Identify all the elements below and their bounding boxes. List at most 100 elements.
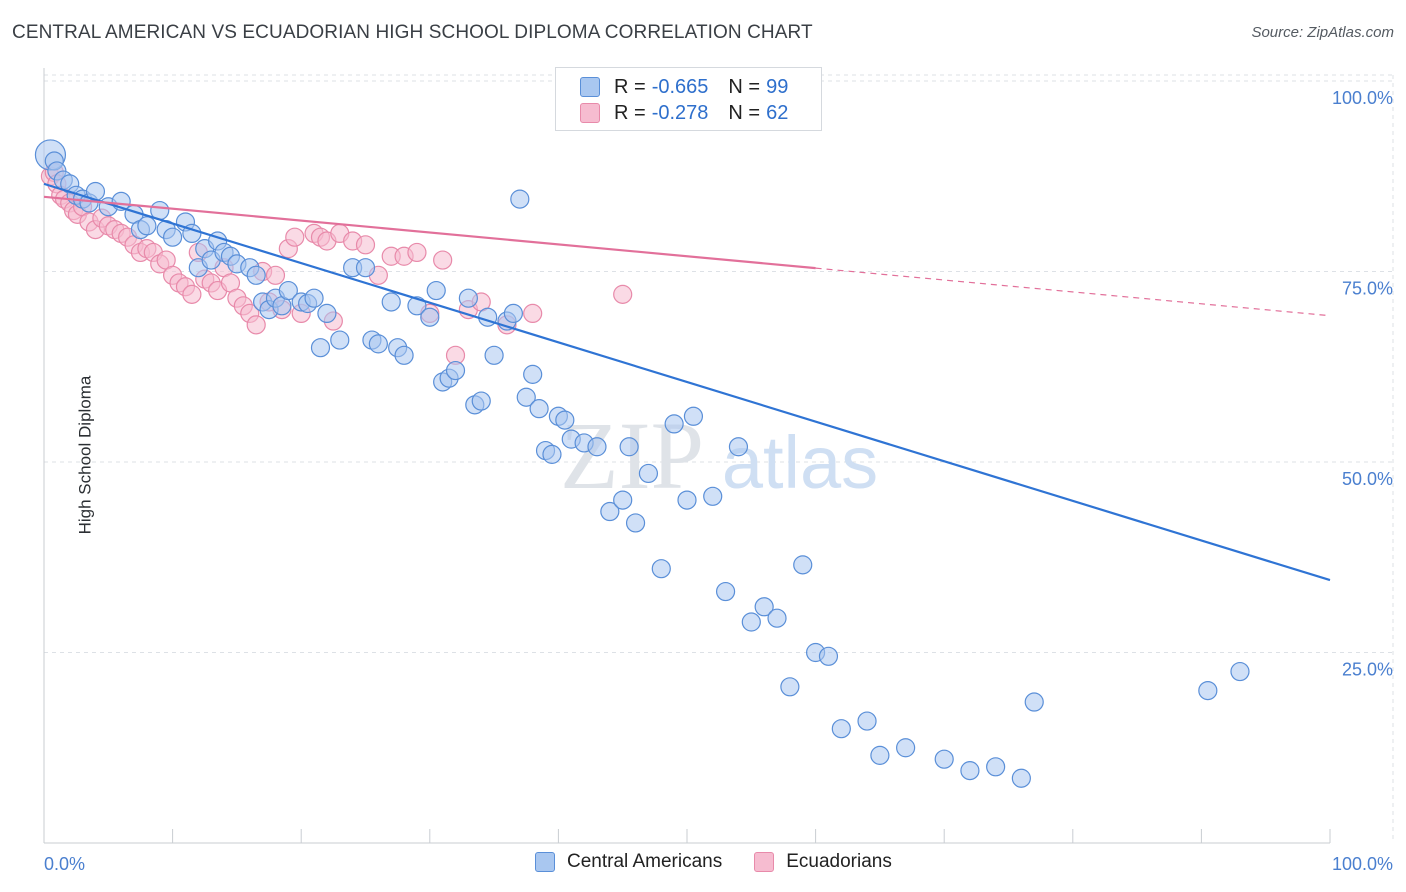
- trend-lines: [43, 182, 1331, 582]
- legend-item-central-americans[interactable]: Central Americans: [535, 851, 722, 873]
- central-american-point: [394, 345, 414, 365]
- ecuadorian-point: [265, 265, 286, 285]
- central-american-point: [986, 757, 1006, 777]
- central-american-point: [818, 646, 839, 666]
- central-american-point: [516, 387, 536, 407]
- central-american-point: [246, 265, 266, 285]
- y-tick-label: 75.0%: [1342, 279, 1393, 299]
- ecuadorian-point: [407, 242, 427, 263]
- y-tick-label: 50.0%: [1342, 469, 1393, 489]
- source-credit: Source: ZipAtlas.com: [1251, 24, 1394, 41]
- watermark-atlas: atlas: [722, 421, 878, 504]
- legend-label: Central Americans: [567, 851, 723, 872]
- legend-label: Ecuadorians: [786, 851, 892, 872]
- central-american-point: [503, 303, 523, 324]
- stats-legend: R = -0.665 N = 99 R = -0.278 N = 62: [555, 67, 822, 131]
- central-american-point: [677, 490, 697, 510]
- ecuadorian-point: [433, 250, 453, 270]
- central-american-point: [304, 288, 324, 308]
- n-value: 99: [766, 75, 789, 98]
- series-legend: Central Americans Ecuadorians: [535, 851, 924, 873]
- central-americans-trend-line: [43, 182, 1331, 582]
- ecuadorian-point: [613, 284, 633, 304]
- central-american-point: [1198, 680, 1218, 701]
- central-american-point: [445, 360, 466, 381]
- central-american-point: [368, 334, 388, 354]
- central-american-point: [600, 501, 620, 522]
- central-american-point: [458, 288, 478, 308]
- central-american-point: [664, 414, 684, 434]
- central-americans-swatch: [580, 77, 600, 97]
- y-tick-label: 100.0%: [1332, 88, 1393, 108]
- ecuadorian-point: [355, 235, 376, 255]
- legend-item-ecuadorians[interactable]: Ecuadorians: [754, 851, 892, 873]
- stats-row-central-americans: R = -0.665 N = 99: [580, 75, 788, 99]
- central-american-point: [793, 555, 813, 575]
- central-american-point: [683, 406, 704, 426]
- central-american-point: [780, 677, 800, 697]
- central-american-point: [330, 330, 350, 350]
- central-american-point: [1230, 661, 1250, 682]
- r-value: -0.665: [651, 75, 709, 98]
- r-value: -0.278: [651, 101, 709, 124]
- central-american-point: [703, 486, 723, 506]
- central-american-point: [625, 513, 646, 533]
- y-axis-label: High School Diploma: [75, 375, 95, 535]
- central-american-point: [555, 410, 575, 430]
- central-american-point: [754, 597, 774, 617]
- ecuadorians-swatch: [580, 103, 600, 123]
- n-label: N =: [728, 101, 761, 124]
- central-american-point: [728, 437, 749, 457]
- ecuadorians-swatch: [754, 852, 775, 872]
- central-american-point: [510, 189, 530, 209]
- gridlines: [44, 74, 1394, 843]
- ecuadorians-trend-line-extrapolated: [815, 267, 1331, 317]
- central-american-point: [767, 608, 787, 628]
- central-americans-swatch: [535, 852, 555, 872]
- central-american-point: [163, 227, 183, 247]
- central-american-point: [741, 612, 761, 632]
- r-label: R =: [614, 101, 646, 124]
- central-american-point: [638, 463, 659, 484]
- central-american-point: [542, 444, 562, 464]
- central-american-point: [381, 292, 401, 312]
- stats-row-ecuadorians: R = -0.278 N = 62: [580, 101, 788, 125]
- central-american-point: [355, 258, 376, 278]
- central-american-point: [426, 280, 446, 301]
- central-american-point: [960, 761, 980, 781]
- central-american-point: [484, 345, 504, 365]
- central-american-point: [934, 749, 954, 769]
- x-tick-label-end: 100.0%: [1332, 854, 1393, 874]
- central-american-point: [471, 391, 491, 411]
- ecuadorian-point: [523, 303, 543, 324]
- y-tick-label: 25.0%: [1342, 660, 1393, 680]
- x-tick-label-start: 0.0%: [44, 854, 85, 874]
- central-american-point: [137, 216, 157, 236]
- central-american-point: [831, 719, 851, 739]
- ecuadorian-point: [246, 315, 266, 335]
- central-american-point: [278, 280, 298, 301]
- central-american-point: [857, 711, 877, 731]
- central-american-point: [1024, 692, 1044, 712]
- central-american-point: [613, 490, 633, 510]
- central-american-point: [587, 437, 607, 457]
- central-american-point: [896, 738, 916, 758]
- ecuadorian-point: [285, 227, 305, 247]
- central-american-point: [715, 581, 736, 602]
- ecuadorian-point: [182, 284, 202, 304]
- central-americans-points: [34, 139, 1250, 788]
- central-american-point: [310, 338, 331, 358]
- central-american-point: [420, 307, 440, 327]
- central-american-point: [651, 559, 671, 579]
- central-american-point: [1011, 768, 1031, 788]
- tick-labels: 100.0% 75.0% 50.0% 25.0% 0.0% 100.0%: [44, 88, 1393, 874]
- central-american-point: [619, 437, 639, 457]
- chart-title: CENTRAL AMERICAN VS ECUADORIAN HIGH SCHO…: [12, 22, 813, 43]
- ecuadorians-trend-line: [43, 195, 816, 270]
- r-label: R =: [614, 75, 646, 98]
- central-american-point: [870, 745, 890, 765]
- n-value: 62: [766, 101, 789, 124]
- n-label: N =: [728, 75, 761, 98]
- central-american-point: [529, 399, 549, 419]
